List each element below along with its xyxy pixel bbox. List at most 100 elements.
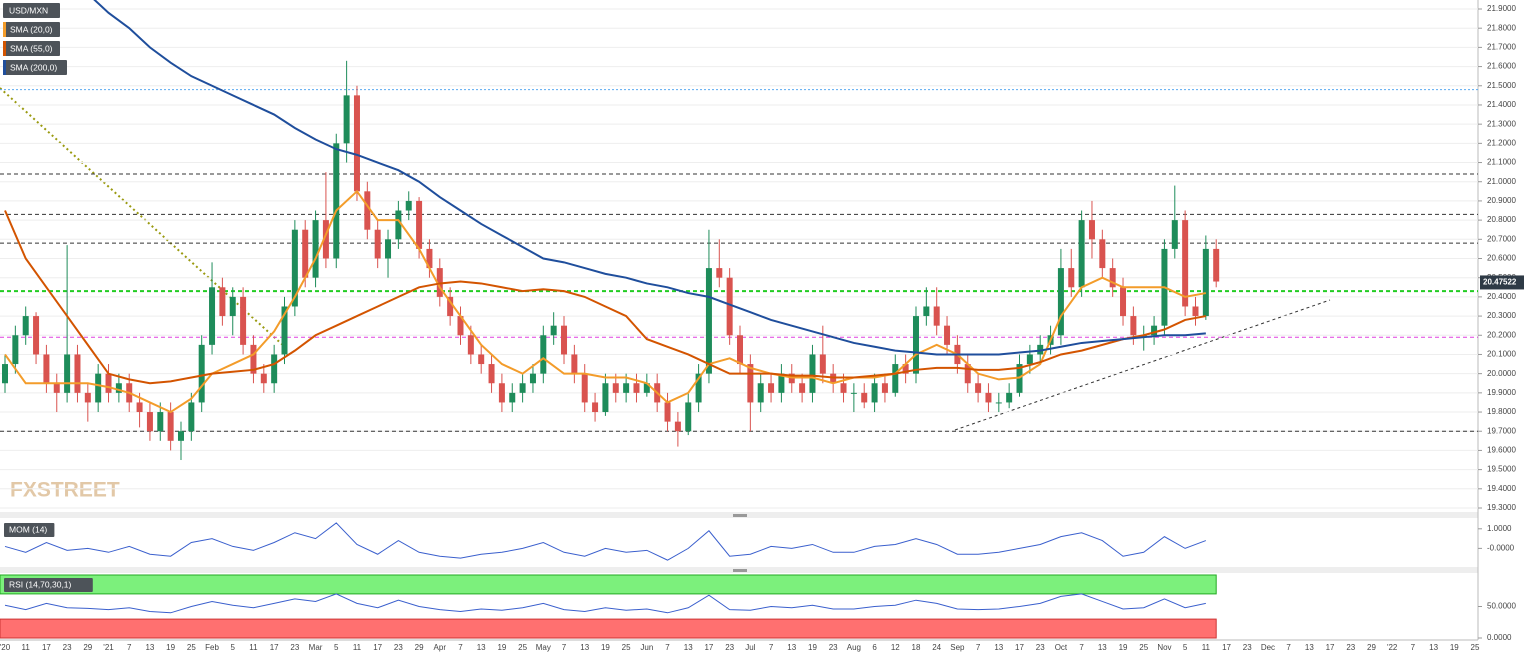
candle-body: [260, 373, 267, 384]
candle-body: [923, 306, 930, 317]
candle-body: [115, 383, 122, 393]
candle-body: [364, 191, 371, 230]
candle-body: [975, 383, 982, 393]
x-tick-label: '22: [1387, 643, 1398, 652]
legend-swatch: [3, 41, 6, 56]
x-tick-label: Oct: [1055, 643, 1068, 652]
candle-body: [540, 335, 547, 374]
x-tick-label: 24: [932, 643, 941, 652]
trend-line: [0, 87, 286, 348]
x-tick-label: 23: [1346, 643, 1355, 652]
y-tick-label: 20.4000: [1487, 292, 1516, 301]
candle-body: [157, 412, 164, 432]
y-tick-label: 19.4000: [1487, 484, 1516, 493]
candle-body: [1130, 316, 1137, 336]
candle-body: [1109, 268, 1116, 288]
legend-box: [3, 3, 60, 18]
candle-body: [1057, 268, 1064, 336]
y-tick-label: 19.6000: [1487, 446, 1516, 455]
candle-body: [643, 383, 650, 393]
x-tick-label: 23: [394, 643, 403, 652]
x-tick-label: 23: [725, 643, 734, 652]
x-tick-label: Dec: [1261, 643, 1275, 652]
x-tick-label: 25: [1139, 643, 1148, 652]
candle-body: [571, 354, 578, 374]
x-tick-label: Nov: [1157, 643, 1171, 652]
legend-swatch: [3, 22, 6, 37]
candle-body: [519, 383, 526, 393]
candle-body: [695, 373, 702, 403]
x-tick-label: 7: [1286, 643, 1291, 652]
candle-body: [809, 354, 816, 393]
legend-box: [3, 41, 60, 56]
x-tick-label: Feb: [205, 643, 219, 652]
x-tick-label: 23: [290, 643, 299, 652]
legend-swatch: [3, 60, 6, 75]
sma-line: [4, 210, 1207, 385]
x-tick-label: 11: [353, 643, 362, 652]
x-tick-label: 7: [1411, 643, 1416, 652]
x-tick-label: 25: [187, 643, 196, 652]
divider-handle[interactable]: [733, 514, 747, 517]
candle-body: [12, 335, 19, 365]
candle-body: [198, 344, 205, 403]
last-price-label: 20.47522: [1483, 278, 1517, 287]
candle-body: [478, 354, 485, 365]
candle-body: [22, 316, 29, 336]
candle-body: [944, 325, 951, 345]
candle-body: [343, 95, 350, 144]
trend-line: [954, 299, 1331, 431]
candle-body: [146, 412, 153, 432]
y-tick-label: 19.9000: [1487, 388, 1516, 397]
y-tick-label: 21.0000: [1487, 177, 1516, 186]
legend-label: SMA (200,0): [10, 62, 57, 72]
plot-area: [0, 0, 1478, 509]
candle-body: [778, 373, 785, 393]
candle-body: [799, 383, 806, 393]
candle-body: [229, 296, 236, 317]
x-tick-label: 11: [22, 643, 31, 652]
candle-body: [768, 383, 775, 393]
x-tick-label: Jun: [640, 643, 653, 652]
candle-body: [1120, 287, 1127, 317]
candle-body: [674, 421, 681, 432]
divider-handle[interactable]: [733, 569, 747, 572]
candle-body: [602, 383, 609, 413]
indicator-line: [4, 593, 1206, 614]
x-tick-label: 23: [1036, 643, 1045, 652]
y-tick-label: 20.2000: [1487, 330, 1516, 339]
candle-body: [985, 392, 992, 403]
candle-body: [209, 287, 216, 345]
candle-body: [902, 364, 909, 374]
x-tick-label: 7: [562, 643, 567, 652]
x-tick-label: Aug: [847, 643, 861, 652]
y-tick-label: 19.5000: [1487, 465, 1516, 474]
candle-body: [581, 373, 588, 403]
candle-body: [498, 383, 505, 403]
oversold-band: [0, 618, 1217, 639]
candle-body: [964, 364, 971, 384]
candle-body: [447, 296, 454, 317]
y-tick-label: 21.5000: [1487, 81, 1516, 90]
x-tick-label: 17: [1015, 643, 1024, 652]
candle-body: [1006, 392, 1013, 403]
watermark: FXSTREET: [10, 479, 120, 502]
x-tick-label: 29: [1367, 643, 1376, 652]
candle-body: [850, 392, 857, 394]
x-tick-label: 19: [601, 643, 610, 652]
candle-body: [488, 364, 495, 384]
x-tick-label: 25: [518, 643, 527, 652]
legend-title: USD/MXN: [9, 5, 48, 15]
candle-body: [188, 402, 195, 432]
x-tick-label: May: [536, 643, 551, 652]
legend-label: SMA (20,0): [10, 24, 53, 34]
indicator-title: MOM (14): [9, 524, 47, 534]
candle-body: [664, 402, 671, 422]
candle-body: [509, 392, 516, 403]
x-tick-label: 17: [704, 643, 713, 652]
indicator-title: RSI (14,70,30,1): [9, 579, 72, 589]
x-tick-label: 6: [872, 643, 877, 652]
